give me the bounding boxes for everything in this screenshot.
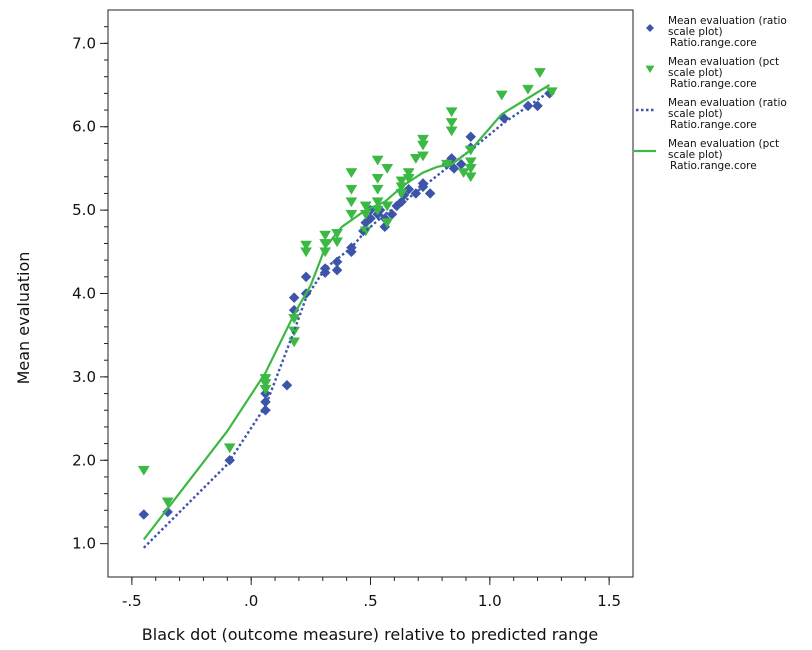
data-point: [417, 151, 429, 162]
data-point: [288, 337, 301, 348]
data-point: [223, 443, 236, 454]
data-point: [495, 90, 508, 101]
data-point: [345, 168, 358, 179]
data-point: [345, 197, 358, 208]
data-point: [522, 100, 534, 112]
plot-frame: [107, 9, 634, 578]
plot-marks: [137, 68, 558, 549]
x-axis: -.5 .0 .5 1.0 1.5: [122, 577, 621, 610]
legend-label: Mean evaluation (pct: [668, 138, 779, 150]
data-point: [424, 188, 436, 199]
data-point: [417, 178, 429, 189]
data-point: [359, 201, 372, 212]
x-tick-label: 1.5: [597, 592, 621, 610]
legend-label: scale plot): [668, 26, 723, 38]
y-axis: 1.0 2.0 3.0 4.0 5.0 6.0 7.0: [72, 26, 108, 553]
data-point: [319, 230, 332, 241]
series-line: [142, 90, 551, 549]
data-point: [300, 240, 313, 251]
data-point: [300, 271, 312, 283]
legend-label: scale plot): [668, 108, 723, 120]
legend-label: Ratio.range.core: [670, 37, 757, 49]
x-axis-title: Black dot (outcome measure) relative to …: [142, 625, 598, 644]
data-point: [331, 256, 343, 268]
legend-label: Ratio.range.core: [670, 119, 757, 131]
data-point: [331, 264, 343, 276]
data-point: [545, 87, 558, 98]
data-point: [381, 218, 394, 229]
x-tick-label: .5: [363, 592, 377, 610]
series-1: [138, 88, 555, 520]
data-point: [532, 100, 543, 112]
y-tick-label: 3.0: [72, 368, 96, 386]
data-point: [448, 163, 460, 174]
data-point: [371, 184, 384, 195]
data-point: [371, 174, 384, 184]
data-point: [445, 107, 458, 118]
y-tick-label: 5.0: [72, 201, 96, 219]
data-point: [345, 209, 358, 220]
legend-label: Ratio.range.core: [670, 78, 757, 90]
legend-label: Mean evaluation (pct: [668, 56, 779, 68]
data-point: [445, 118, 458, 128]
legend-label: scale plot): [668, 67, 723, 79]
data-point: [288, 326, 301, 337]
y-tick-label: 4.0: [72, 285, 96, 303]
legend-label: Mean evaluation (ratio: [668, 97, 787, 109]
data-point: [138, 509, 150, 520]
x-tick-label: .0: [244, 592, 258, 610]
y-axis-title: Mean evaluation: [14, 252, 33, 385]
y-tick-label: 6.0: [72, 118, 96, 136]
data-point: [224, 454, 236, 466]
series-2: [137, 68, 558, 508]
data-point: [288, 292, 300, 304]
legend-label: Ratio.range.core: [670, 160, 757, 172]
series-4: [142, 84, 551, 541]
data-point: [381, 164, 394, 174]
data-point: [402, 168, 415, 179]
data-point: [409, 154, 422, 164]
legend-symbol: [646, 24, 654, 32]
series-line: [142, 84, 551, 541]
data-point: [137, 465, 150, 476]
data-point: [464, 172, 477, 183]
y-tick-label: 7.0: [72, 34, 96, 52]
data-point: [260, 404, 271, 416]
data-point: [417, 134, 429, 145]
series-3: [142, 90, 551, 549]
data-point: [381, 201, 394, 212]
data-point: [395, 176, 408, 187]
data-point: [522, 84, 534, 95]
legend-label: scale plot): [668, 149, 723, 161]
data-point: [162, 506, 174, 518]
data-point: [371, 155, 384, 166]
x-tick-label: -.5: [122, 592, 142, 610]
data-point: [445, 126, 458, 137]
data-point: [465, 131, 477, 143]
legend-symbol: [645, 65, 655, 74]
legend-label: Mean evaluation (ratio: [668, 15, 787, 27]
x-tick-label: 1.0: [478, 592, 502, 610]
data-point: [533, 68, 546, 78]
data-point: [281, 379, 293, 391]
data-point: [403, 183, 415, 195]
data-point: [345, 184, 358, 195]
data-point: [371, 197, 384, 208]
data-point: [464, 157, 477, 168]
data-point: [161, 497, 174, 508]
y-tick-label: 1.0: [72, 535, 96, 553]
y-tick-label: 2.0: [72, 451, 96, 469]
